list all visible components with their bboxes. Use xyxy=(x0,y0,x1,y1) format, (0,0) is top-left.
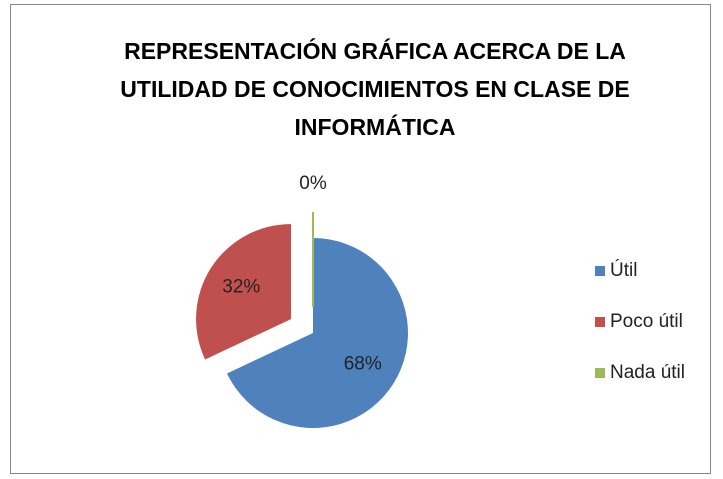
legend-swatch xyxy=(595,266,605,276)
legend-label: Poco útil xyxy=(610,311,683,332)
legend-label: Nada útil xyxy=(610,362,685,383)
pie-slice xyxy=(227,238,409,428)
legend-swatch xyxy=(595,317,605,327)
data-label: 0% xyxy=(299,173,327,194)
chart-frame xyxy=(10,4,711,474)
data-label: 68% xyxy=(344,354,382,375)
legend-label: Útil xyxy=(610,259,637,281)
data-label: 32% xyxy=(222,277,260,298)
legend-swatch xyxy=(595,368,605,378)
pie-slice xyxy=(196,224,292,360)
chart-title: REPRESENTACIÓN GRÁFICA ACERCA DE LA UTIL… xyxy=(120,38,630,140)
